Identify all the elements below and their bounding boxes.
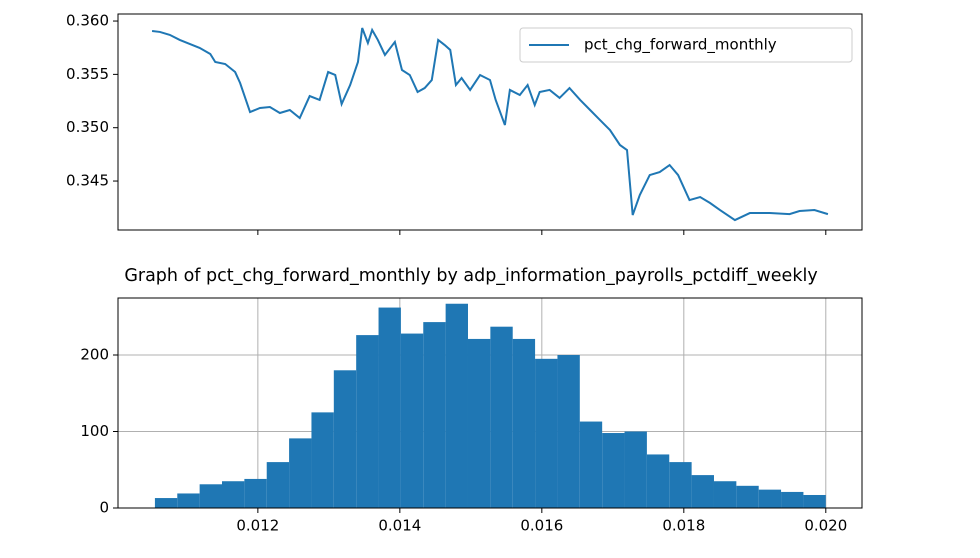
- bar: [222, 481, 245, 508]
- bar: [333, 370, 357, 508]
- y-tick-label: 0.350: [66, 118, 109, 136]
- x-tick-label: 0.012: [236, 517, 279, 535]
- bar: [669, 462, 692, 508]
- x-tick-label: 0.018: [662, 517, 705, 535]
- x-tick-label: 0.014: [378, 517, 421, 535]
- bar: [311, 412, 334, 508]
- y-tick-label: 0.355: [66, 65, 109, 83]
- bar: [490, 326, 513, 508]
- chart-title: Graph of pct_chg_forward_monthly by adp_…: [124, 266, 817, 286]
- data-line: [151, 27, 829, 222]
- bar: [266, 462, 290, 508]
- bar: [646, 454, 670, 508]
- bar: [244, 478, 267, 508]
- bar: [512, 338, 536, 508]
- bar: [535, 358, 558, 508]
- axes-frame: [117, 13, 863, 231]
- bar: [579, 421, 603, 508]
- bar: [691, 475, 714, 508]
- bar: [177, 493, 200, 508]
- bar: [758, 489, 782, 508]
- bar: [736, 485, 759, 508]
- x-tick-label: 0.016: [520, 517, 563, 535]
- x-tick-label: 0.020: [804, 517, 847, 535]
- axes-frame: [117, 297, 863, 509]
- bar: [289, 438, 312, 508]
- legend-box: [519, 27, 853, 63]
- bar: [781, 491, 804, 508]
- bar: [602, 433, 625, 508]
- y-tick-label: 200: [80, 345, 109, 363]
- bar: [624, 431, 647, 508]
- bar: [467, 338, 491, 508]
- bar: [557, 354, 580, 508]
- bar: [356, 335, 379, 508]
- y-tick-label: 0: [99, 499, 109, 517]
- bar: [400, 333, 424, 508]
- y-tick-label: 0.360: [66, 12, 109, 30]
- bar: [378, 307, 401, 508]
- bar: [803, 494, 826, 508]
- bar: [199, 484, 223, 508]
- y-tick-label: 100: [80, 422, 109, 440]
- y-tick-label: 0.345: [66, 172, 109, 190]
- bar: [423, 322, 446, 508]
- bar: [445, 303, 468, 508]
- bar: [713, 481, 737, 508]
- legend-label: pct_chg_forward_monthly: [584, 36, 777, 55]
- bar: [154, 498, 178, 508]
